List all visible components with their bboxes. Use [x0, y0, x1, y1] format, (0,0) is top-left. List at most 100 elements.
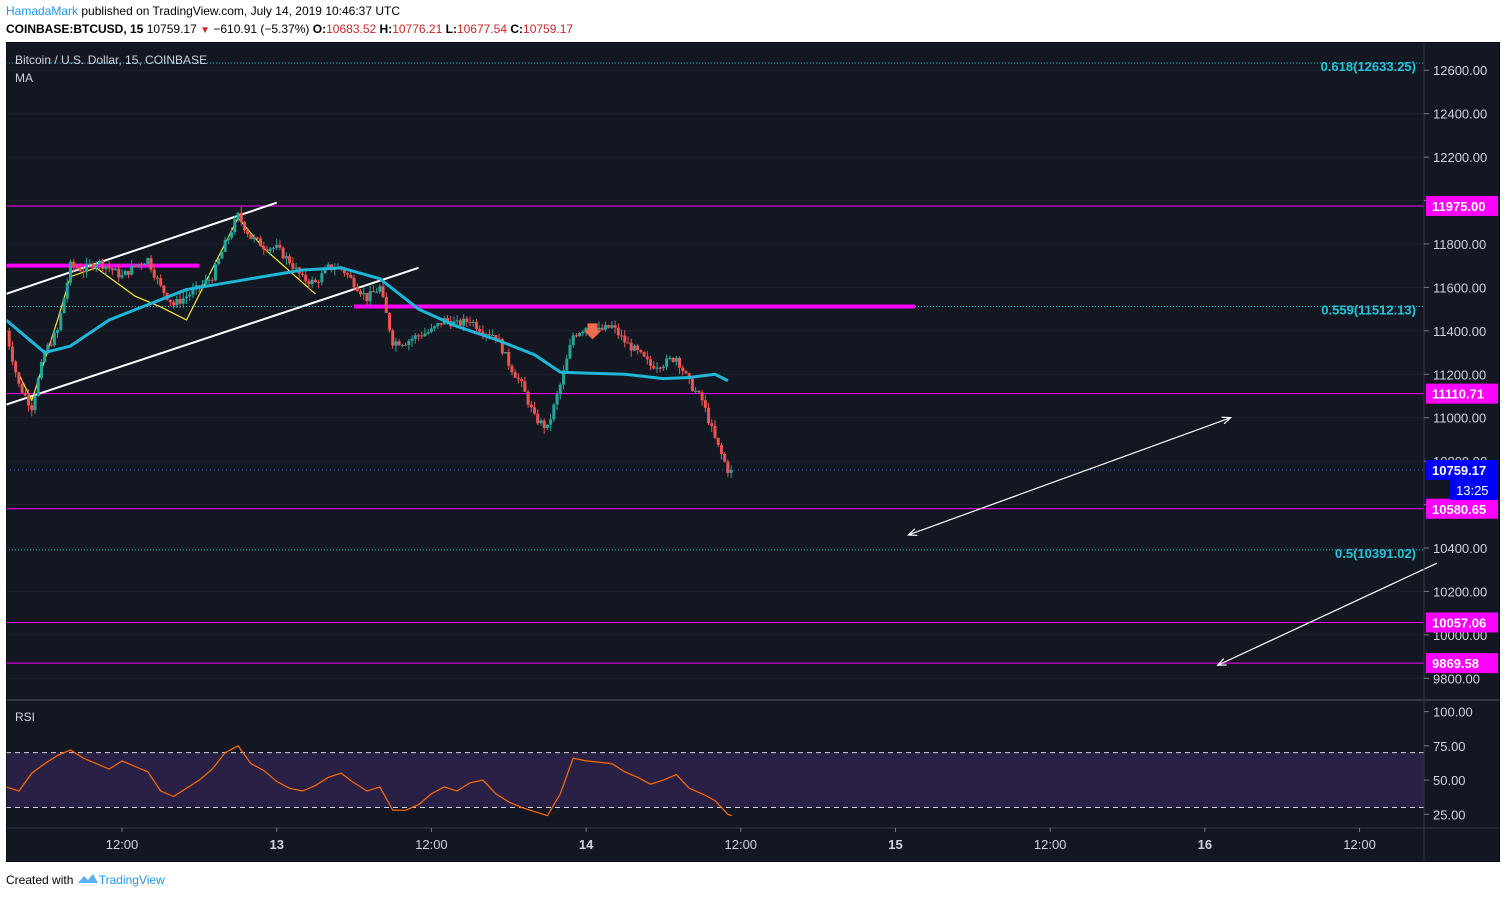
time-tick-label: 12:00	[106, 837, 139, 852]
tradingview-link[interactable]: TradingView	[98, 873, 165, 887]
candle-body	[230, 232, 234, 238]
chart-title: Bitcoin / U.S. Dollar, 15, COINBASE	[15, 53, 207, 67]
price-tick-label: 11000.00	[1433, 411, 1486, 426]
moving-average-line	[6, 266, 729, 383]
candle-body	[649, 359, 653, 366]
candle-body	[613, 325, 617, 328]
down-triangle-icon: ▼	[200, 25, 211, 36]
open-value: 10683.52	[326, 22, 377, 36]
candle-body	[658, 367, 662, 369]
candle-body	[52, 332, 56, 346]
candle-body	[584, 327, 588, 332]
candle-body	[223, 239, 227, 252]
candle-body	[68, 261, 72, 283]
candle-body	[17, 372, 21, 384]
candle-body	[262, 246, 266, 250]
candle-body	[168, 299, 172, 303]
candle-body	[413, 335, 417, 339]
level-price-box	[1426, 653, 1498, 674]
candle-body	[642, 352, 646, 357]
candle-body	[645, 356, 649, 360]
candle-body	[539, 420, 543, 424]
candle-body	[581, 331, 585, 334]
price-tick-label: 12200.00	[1433, 150, 1487, 165]
candle-body	[661, 366, 665, 369]
created-with-text: Created with	[6, 873, 74, 887]
candle-body	[365, 292, 369, 302]
candle-body	[371, 291, 375, 293]
candle-body	[204, 279, 208, 285]
candle-body	[246, 230, 250, 235]
candle-body	[420, 335, 424, 337]
candle-body	[410, 338, 414, 341]
candle-body	[446, 318, 450, 322]
candle-body	[101, 260, 105, 269]
candle-body	[146, 258, 150, 264]
countdown-box	[1450, 479, 1498, 500]
ma-legend: MA	[15, 71, 33, 85]
price-tick-label: 11800.00	[1433, 237, 1486, 252]
candle-body	[149, 258, 153, 270]
candle-body	[233, 219, 237, 233]
candle-body	[719, 444, 723, 454]
candle-body	[458, 320, 462, 326]
candle-body	[184, 296, 188, 299]
candle-body	[674, 357, 678, 362]
candle-body	[284, 256, 288, 259]
rsi-legend: RSI	[15, 710, 35, 724]
candle-body	[471, 321, 475, 323]
candle-body	[436, 323, 440, 327]
candle-body	[368, 291, 372, 302]
candle-body	[597, 327, 601, 330]
candle-body	[497, 338, 501, 340]
arrow-head-icon	[1216, 658, 1227, 666]
grid-lines	[6, 69, 1424, 679]
candle-body	[655, 367, 659, 369]
author-link[interactable]: HamadaMark	[6, 4, 79, 18]
candle-body	[23, 392, 27, 396]
candle-body	[275, 244, 279, 248]
candle-body	[520, 379, 524, 382]
rsi-tick-label: 50.00	[1433, 773, 1466, 788]
candle-body	[56, 329, 60, 333]
candle-body	[126, 270, 130, 275]
candle-body	[429, 328, 433, 332]
low-label: L:	[445, 22, 457, 36]
candle-body	[6, 330, 8, 332]
candle-body	[542, 420, 546, 429]
candle-body	[465, 318, 469, 322]
candle-body	[578, 333, 582, 337]
candle-body	[500, 339, 504, 354]
candle-body	[391, 330, 395, 346]
chart-area[interactable]: 12600.0012400.0012200.0012000.0011800.00…	[6, 42, 1500, 862]
lines-layer	[6, 266, 732, 817]
candle-body	[72, 261, 76, 267]
current-price-box	[1426, 459, 1498, 480]
candle-body	[707, 407, 711, 424]
candle-body	[352, 277, 356, 288]
candle-body	[172, 302, 176, 306]
candle-body	[91, 263, 95, 268]
candle-body	[49, 344, 53, 346]
candle-body	[175, 299, 179, 306]
sell-signal-arrow-icon	[583, 323, 602, 340]
candle-body	[610, 325, 614, 328]
candle-body	[571, 335, 575, 346]
candle-body	[85, 263, 89, 273]
candle-body	[120, 275, 124, 278]
candle-body	[652, 365, 656, 369]
candle-body	[43, 352, 47, 362]
candle-body	[678, 357, 682, 368]
candle-body	[355, 287, 359, 292]
candle-body	[139, 264, 143, 266]
time-tick-label: 12:00	[415, 837, 448, 852]
candle-body	[33, 395, 37, 411]
candle-body	[220, 251, 224, 259]
candle-body	[603, 325, 607, 330]
candle-body	[207, 279, 211, 281]
candle-body	[191, 289, 195, 295]
candle-body	[181, 298, 185, 304]
candle-body	[426, 331, 430, 334]
candle-body	[694, 390, 698, 392]
channel-line	[6, 266, 419, 406]
